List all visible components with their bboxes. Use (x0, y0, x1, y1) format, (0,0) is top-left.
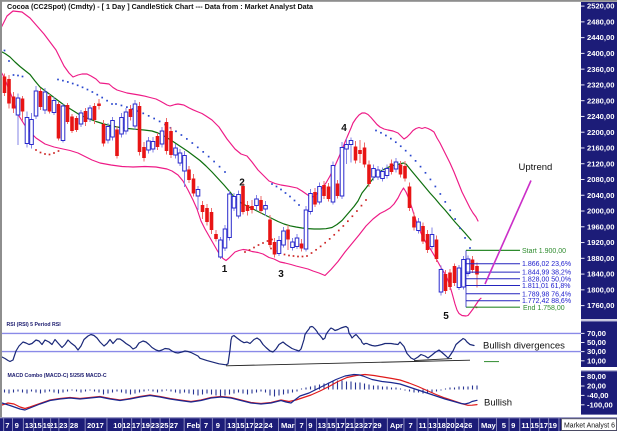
svg-text:Cocoa (CC2Spot) (Cmdty) - [ 1: Cocoa (CC2Spot) (Cmdty) - [ 1 Day ] Cand… (7, 2, 314, 11)
svg-text:1920,00: 1920,00 (587, 238, 614, 247)
svg-text:9: 9 (308, 421, 312, 430)
svg-text:80,00: 80,00 (587, 372, 606, 381)
svg-text:1: 1 (222, 264, 228, 275)
svg-text:13: 13 (428, 421, 436, 430)
svg-text:7: 7 (5, 421, 9, 430)
svg-text:10: 10 (113, 421, 121, 430)
svg-text:-40,00: -40,00 (587, 391, 609, 400)
svg-text:2200,00: 2200,00 (587, 128, 614, 137)
svg-text:Uptrend: Uptrend (519, 162, 553, 173)
svg-text:2440,00: 2440,00 (587, 33, 614, 42)
svg-text:1.772,42 88,6%: 1.772,42 88,6% (522, 298, 571, 305)
svg-text:21: 21 (49, 421, 58, 430)
svg-text:17: 17 (539, 421, 547, 430)
svg-text:2480,00: 2480,00 (587, 17, 614, 26)
svg-text:17: 17 (336, 421, 344, 430)
svg-text:2320,00: 2320,00 (587, 81, 614, 90)
svg-text:May: May (481, 421, 497, 430)
svg-text:19: 19 (43, 421, 51, 430)
svg-text:30,00: 30,00 (587, 347, 606, 356)
svg-text:28: 28 (70, 421, 78, 430)
svg-text:2080,00: 2080,00 (587, 175, 614, 184)
svg-text:End 1.758,00: End 1.758,00 (523, 305, 565, 312)
svg-text:2040,00: 2040,00 (587, 191, 614, 200)
svg-text:13: 13 (318, 421, 326, 430)
svg-text:3: 3 (278, 269, 284, 280)
svg-text:1960,00: 1960,00 (587, 222, 614, 231)
svg-text:12: 12 (122, 421, 130, 430)
svg-text:17: 17 (132, 421, 140, 430)
svg-text:26: 26 (464, 421, 472, 430)
svg-text:Mar: Mar (281, 421, 295, 430)
svg-text:2360,00: 2360,00 (587, 65, 614, 74)
svg-text:13: 13 (227, 421, 235, 430)
svg-text:2520,00: 2520,00 (587, 2, 614, 11)
svg-text:4: 4 (341, 123, 347, 134)
svg-text:2280,00: 2280,00 (587, 96, 614, 105)
svg-text:1760,00: 1760,00 (587, 301, 614, 310)
svg-text:1.866,02 23,6%: 1.866,02 23,6% (522, 261, 571, 268)
svg-text:10,00: 10,00 (587, 356, 606, 365)
svg-text:24: 24 (264, 421, 273, 430)
svg-text:1.811,01 61,8%: 1.811,01 61,8% (522, 283, 571, 290)
svg-text:17: 17 (245, 421, 253, 430)
svg-text:RSI (RSI) 5 Period RSI: RSI (RSI) 5 Period RSI (7, 322, 62, 328)
svg-text:7: 7 (299, 421, 303, 430)
svg-text:MACD Combo (MACD-C) 5/25/5 MAC: MACD Combo (MACD-C) 5/25/5 MACD-C (8, 373, 107, 379)
svg-text:1.828,00 50,0%: 1.828,00 50,0% (522, 276, 571, 283)
svg-text:20,00: 20,00 (587, 382, 606, 391)
svg-text:7: 7 (408, 421, 412, 430)
svg-text:15: 15 (236, 421, 245, 430)
svg-text:1880,00: 1880,00 (587, 254, 614, 263)
svg-text:19: 19 (141, 421, 149, 430)
svg-text:15: 15 (33, 421, 42, 430)
svg-text:Start 1.900,00: Start 1.900,00 (522, 248, 566, 255)
svg-text:11: 11 (521, 421, 530, 430)
svg-text:5: 5 (443, 311, 449, 322)
svg-text:Apr: Apr (390, 421, 403, 430)
svg-text:23: 23 (151, 421, 159, 430)
svg-text:29: 29 (373, 421, 381, 430)
svg-text:2000,00: 2000,00 (587, 207, 614, 216)
svg-text:11: 11 (418, 421, 427, 430)
svg-text:1.789,98 76,4%: 1.789,98 76,4% (522, 291, 571, 298)
svg-text:-100,00: -100,00 (587, 400, 613, 409)
svg-text:9: 9 (511, 421, 515, 430)
svg-text:1840,00: 1840,00 (587, 270, 614, 279)
svg-text:Bullish divergences: Bullish divergences (483, 340, 565, 351)
svg-text:5: 5 (502, 421, 507, 430)
svg-text:21: 21 (346, 421, 355, 430)
svg-text:7: 7 (204, 421, 208, 430)
svg-text:23: 23 (59, 421, 67, 430)
svg-text:18: 18 (437, 421, 445, 430)
svg-text:50,00: 50,00 (587, 338, 606, 347)
svg-text:23: 23 (355, 421, 363, 430)
svg-text:15: 15 (530, 421, 539, 430)
svg-text:24: 24 (455, 421, 464, 430)
svg-text:2: 2 (239, 178, 245, 189)
svg-text:Feb: Feb (187, 421, 201, 430)
svg-text:20: 20 (446, 421, 454, 430)
svg-text:25: 25 (160, 421, 169, 430)
svg-text:2400,00: 2400,00 (587, 49, 614, 58)
svg-text:70,00: 70,00 (587, 329, 606, 338)
svg-text:27: 27 (170, 421, 178, 430)
svg-text:Market Analyst 6: Market Analyst 6 (564, 422, 615, 429)
svg-text:2240,00: 2240,00 (587, 112, 614, 121)
svg-text:22: 22 (254, 421, 262, 430)
svg-text:2017: 2017 (87, 421, 104, 430)
svg-text:9: 9 (15, 421, 19, 430)
svg-text:19: 19 (548, 421, 556, 430)
svg-text:27: 27 (364, 421, 372, 430)
svg-text:2120,00: 2120,00 (587, 159, 614, 168)
svg-text:15: 15 (327, 421, 336, 430)
svg-text:1800,00: 1800,00 (587, 285, 614, 294)
svg-text:13: 13 (25, 421, 33, 430)
svg-text:Bullish: Bullish (484, 398, 512, 409)
svg-text:9: 9 (216, 421, 220, 430)
svg-text:1.844,99 38,2%: 1.844,99 38,2% (522, 270, 571, 277)
svg-text:2160,00: 2160,00 (587, 144, 614, 153)
